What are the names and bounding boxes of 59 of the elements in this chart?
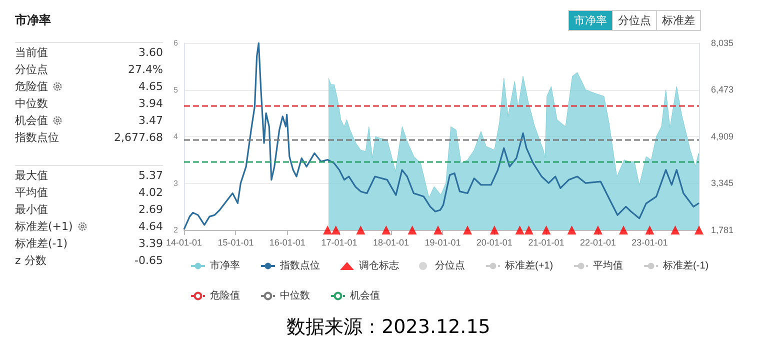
text: z 分数 <box>15 254 46 267</box>
text: 3.39 <box>138 236 163 251</box>
y2-tick-label: 8,035 <box>711 38 734 48</box>
y2-tick-label: 4,909 <box>711 131 734 142</box>
text: 最大值 <box>15 169 48 182</box>
y-tick-label: 6 <box>174 38 179 48</box>
legend-label: 标准差(-1) <box>662 260 709 272</box>
x-tick-label: 17-01-01 <box>321 238 358 248</box>
text: 4.64 <box>138 219 163 234</box>
y-tick-label: 4 <box>174 132 179 141</box>
text: 中位数 <box>15 97 48 110</box>
text: 2.69 <box>138 202 163 217</box>
x-tick-label: 21-01-01 <box>528 238 564 248</box>
text: -0.65 <box>134 253 163 268</box>
text: 5.37 <box>138 168 163 183</box>
text: 机会值 <box>15 114 48 127</box>
text: 3.47 <box>138 113 163 128</box>
y2-tick-label: 1,781 <box>711 225 734 235</box>
legend-label: 调仓标志 <box>359 260 399 272</box>
x-tick-label: 23-01-01 <box>632 238 668 248</box>
x-tick-label: 15-01-01 <box>218 238 254 248</box>
legend-label: 平均值 <box>593 260 624 272</box>
legend-label: 分位点 <box>435 260 465 272</box>
y2-tick-label: 3,345 <box>711 178 734 188</box>
y-tick-label: 5 <box>174 85 179 94</box>
source-note: 数据来源：2023.12.15 <box>286 315 492 340</box>
x-tick-label: 16-01-01 <box>269 238 306 248</box>
text: 当前值 <box>15 46 48 59</box>
text: 标准差(+1) <box>15 220 73 233</box>
legend-label: 机会值 <box>350 290 380 302</box>
text: 平均值 <box>15 186 48 199</box>
legend-label: 中位数 <box>280 290 310 302</box>
text: 指数点位 <box>15 131 59 144</box>
text: 标准差 <box>656 11 700 30</box>
text: 4.02 <box>138 185 163 200</box>
text: 最小值 <box>15 203 48 216</box>
x-tick-label: 22-01-01 <box>580 238 616 248</box>
text: 27.4% <box>128 62 163 77</box>
y-tick-label: 3 <box>174 178 179 188</box>
x-tick-label: 14-01-01 <box>166 238 202 248</box>
y2-tick-label: 6,473 <box>711 84 734 95</box>
text: 标准差(-1) <box>15 237 68 250</box>
text: 分位点 <box>612 11 656 30</box>
legend-label: 指数点位 <box>279 260 320 272</box>
text: 2,677.68 <box>114 130 163 145</box>
x-tick-label: 20-01-01 <box>476 238 512 248</box>
text: 4.65 <box>138 79 163 94</box>
x-tick-label: 18-01-01 <box>372 238 410 248</box>
text: 市净率 <box>569 11 612 30</box>
text: 分位点 <box>15 63 48 76</box>
legend-label: 标准差(+1) <box>504 260 554 272</box>
text: 危险值 <box>15 80 48 93</box>
text: 3.94 <box>138 96 163 111</box>
legend-label: 危险值 <box>210 290 240 302</box>
y-tick-label: 2 <box>174 226 179 234</box>
x-tick-label: 19-01-01 <box>424 238 461 248</box>
text: 市净率 <box>15 12 51 29</box>
legend-label: 市净率 <box>210 260 240 272</box>
text: 3.60 <box>138 45 163 60</box>
